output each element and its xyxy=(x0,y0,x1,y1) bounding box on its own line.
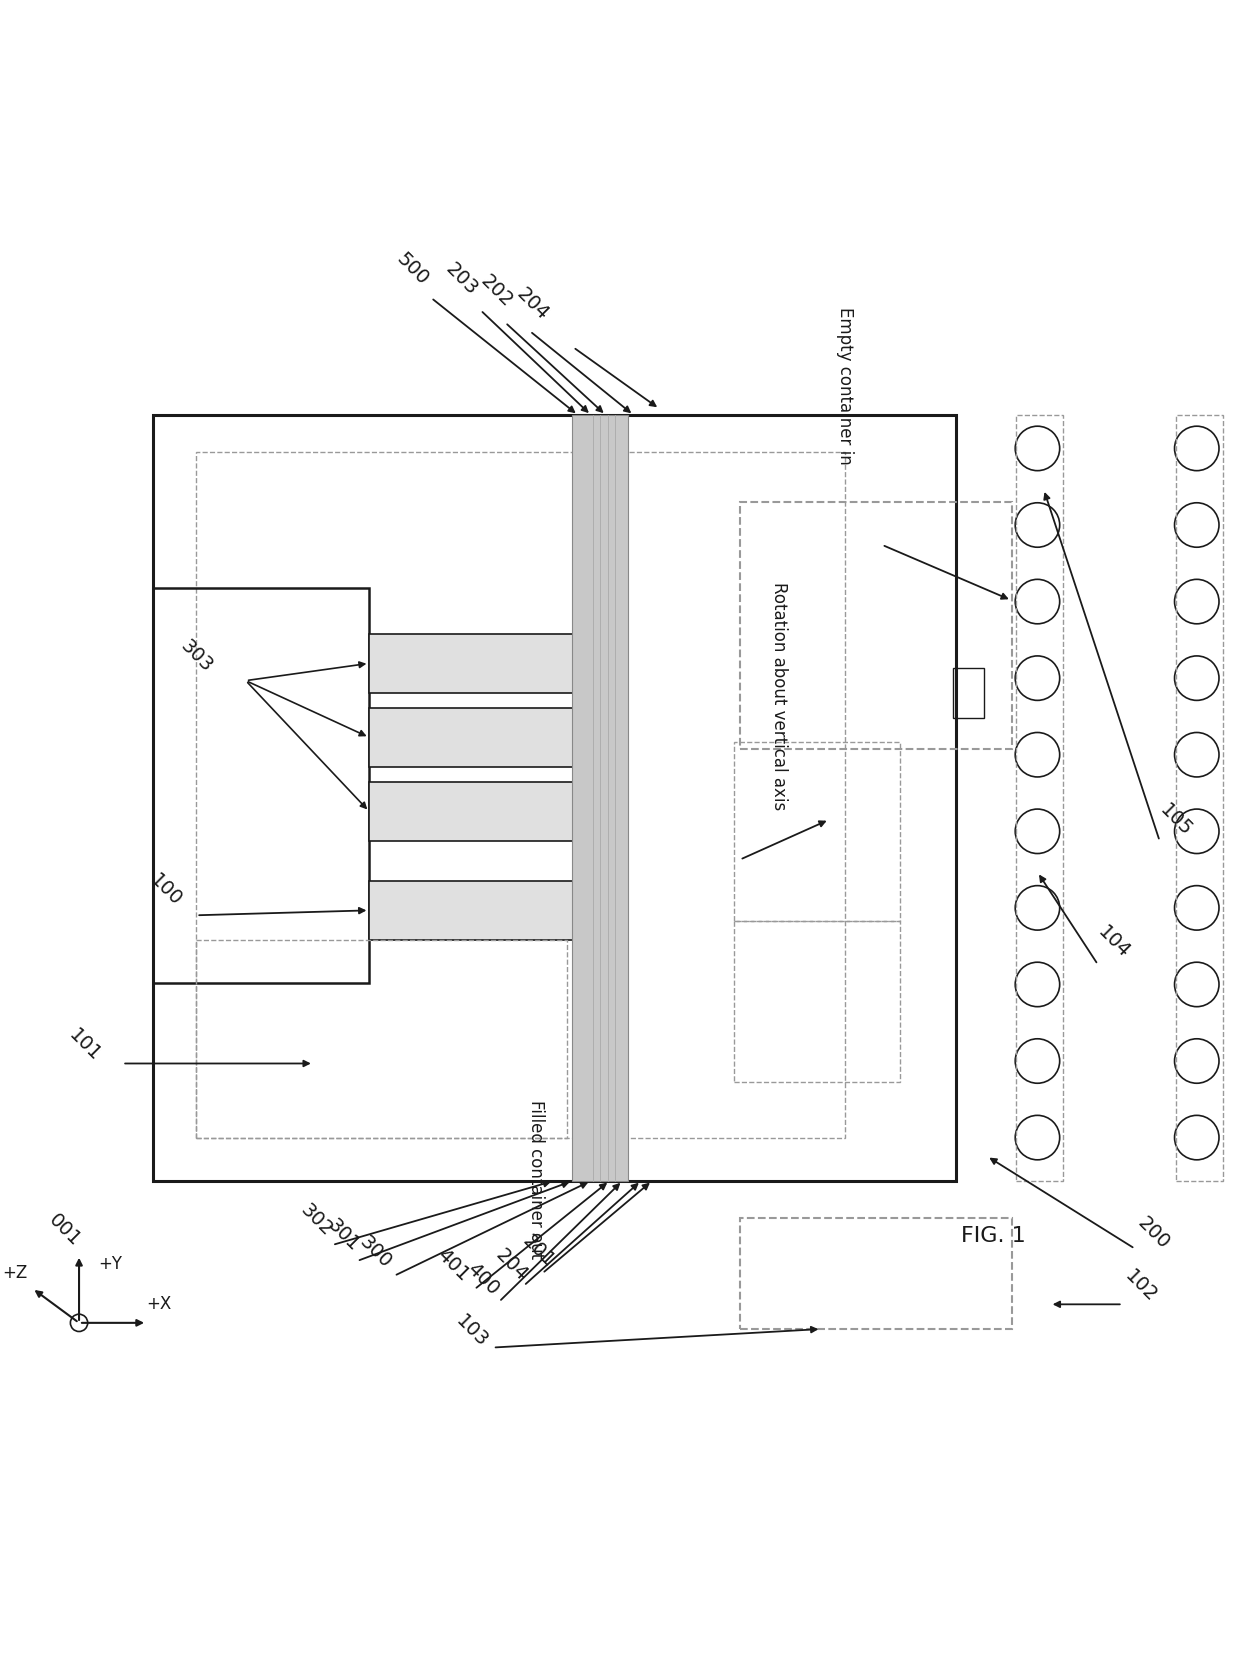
Text: 202: 202 xyxy=(476,272,516,311)
Text: +Y: +Y xyxy=(98,1254,122,1273)
Text: 104: 104 xyxy=(1094,922,1133,962)
Text: Empty container in: Empty container in xyxy=(836,307,854,464)
Bar xyxy=(370,880,585,940)
Text: 201: 201 xyxy=(518,1231,558,1271)
Bar xyxy=(196,453,844,1137)
Bar xyxy=(740,1217,1012,1329)
Text: 203: 203 xyxy=(443,259,481,299)
Text: 001: 001 xyxy=(45,1211,84,1249)
Bar xyxy=(154,416,956,1181)
Bar xyxy=(370,708,585,767)
Text: 301: 301 xyxy=(324,1216,363,1254)
Bar xyxy=(740,501,1012,748)
Text: 101: 101 xyxy=(66,1025,105,1065)
Text: 105: 105 xyxy=(1156,800,1195,840)
Text: 204: 204 xyxy=(512,284,552,324)
Bar xyxy=(734,922,900,1082)
Bar xyxy=(1017,416,1064,1181)
Text: 204: 204 xyxy=(491,1246,531,1284)
Text: 102: 102 xyxy=(1121,1266,1161,1306)
Text: +X: +X xyxy=(146,1296,172,1313)
Bar xyxy=(954,668,985,718)
Bar xyxy=(1176,416,1223,1181)
Bar xyxy=(154,588,370,984)
Text: 401: 401 xyxy=(434,1246,474,1284)
Text: 100: 100 xyxy=(146,870,185,910)
Bar xyxy=(196,940,567,1137)
Text: FIG. 1: FIG. 1 xyxy=(961,1226,1025,1246)
Text: 500: 500 xyxy=(393,249,433,289)
Text: Rotation about vertical axis: Rotation about vertical axis xyxy=(770,583,789,810)
Text: 400: 400 xyxy=(464,1259,502,1299)
Text: 200: 200 xyxy=(1133,1212,1173,1252)
Bar xyxy=(573,416,627,1181)
Bar xyxy=(370,782,585,842)
Text: +Z: +Z xyxy=(2,1264,27,1283)
Bar xyxy=(370,633,585,693)
Text: 300: 300 xyxy=(356,1232,396,1273)
Text: 103: 103 xyxy=(453,1311,491,1351)
Bar xyxy=(734,743,900,922)
Text: 303: 303 xyxy=(176,636,216,676)
Text: 302: 302 xyxy=(296,1201,336,1241)
Text: Filled container out: Filled container out xyxy=(527,1099,546,1259)
